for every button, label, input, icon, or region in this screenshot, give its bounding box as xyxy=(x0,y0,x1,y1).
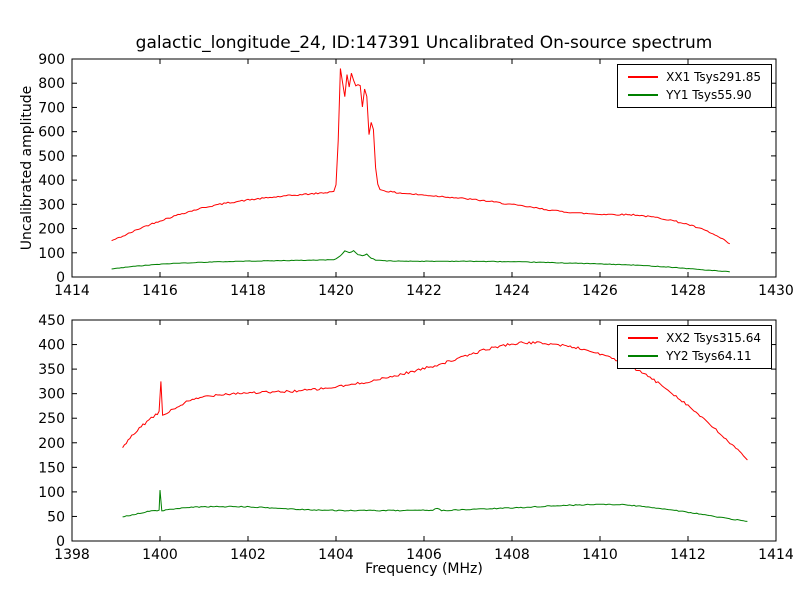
y-tick-label: 300 xyxy=(38,197,65,213)
legend-bottom: XX2 Tsys315.64 YY2 Tsys64.11 xyxy=(617,325,772,369)
y-tick-label: 500 xyxy=(38,149,65,165)
x-tick-label: 1404 xyxy=(318,547,354,563)
series-line-yy2 xyxy=(122,490,748,522)
legend-entry: XX1 Tsys291.85 xyxy=(628,71,761,83)
legend-entry: YY1 Tsys55.90 xyxy=(628,89,761,101)
x-axis-label: Frequency (MHz) xyxy=(365,561,483,577)
legend-line-sample-yy2 xyxy=(628,355,659,357)
x-tick-label: 1426 xyxy=(582,283,618,299)
x-tick-label: 1422 xyxy=(406,283,442,299)
x-tick-label: 1412 xyxy=(670,547,706,563)
x-tick-label: 1410 xyxy=(582,547,618,563)
series-line-xx2 xyxy=(122,341,748,461)
x-tick-label: 1428 xyxy=(670,283,706,299)
y-tick-label: 350 xyxy=(38,362,65,378)
y-tick-label: 300 xyxy=(38,387,65,403)
y-tick-label: 200 xyxy=(38,436,65,452)
legend-entry: YY2 Tsys64.11 xyxy=(628,350,761,362)
x-tick-label: 1416 xyxy=(142,283,178,299)
legend-label-xx2: XX2 Tsys315.64 xyxy=(666,331,761,345)
y-tick-label: 0 xyxy=(56,534,65,550)
x-tick-label: 1418 xyxy=(230,283,266,299)
y-tick-label: 0 xyxy=(56,270,65,286)
legend-top: XX1 Tsys291.85 YY1 Tsys55.90 xyxy=(617,64,772,108)
y-tick-label: 900 xyxy=(38,52,65,68)
y-tick-label: 100 xyxy=(38,246,65,262)
y-tick-label: 400 xyxy=(38,338,65,354)
series-line-yy1 xyxy=(111,249,730,273)
x-tick-label: 1406 xyxy=(406,547,442,563)
x-tick-label: 1430 xyxy=(758,283,794,299)
y-tick-label: 250 xyxy=(38,411,65,427)
figure-title: galactic_longitude_24, ID:147391 Uncalib… xyxy=(135,33,713,53)
legend-label-yy2: YY2 Tsys64.11 xyxy=(666,349,752,363)
legend-entry: XX2 Tsys315.64 xyxy=(628,332,761,344)
series-line-xx1 xyxy=(111,68,731,245)
y-tick-label: 700 xyxy=(38,100,65,116)
x-tick-label: 1398 xyxy=(54,547,90,563)
y-tick-label: 50 xyxy=(47,509,65,525)
x-tick-label: 1424 xyxy=(494,283,530,299)
legend-label-xx1: XX1 Tsys291.85 xyxy=(666,70,761,84)
x-tick-label: 1414 xyxy=(758,547,794,563)
y-tick-label: 100 xyxy=(38,485,65,501)
x-tick-label: 1420 xyxy=(318,283,354,299)
legend-line-sample-xx2 xyxy=(628,337,659,339)
x-tick-label: 1402 xyxy=(230,547,266,563)
y-tick-label: 400 xyxy=(38,173,65,189)
y-tick-label: 150 xyxy=(38,460,65,476)
y-tick-label: 200 xyxy=(38,222,65,238)
x-tick-label: 1400 xyxy=(142,547,178,563)
y-axis-label: Uncalibrated amplitude xyxy=(19,85,35,251)
y-tick-label: 800 xyxy=(38,76,65,92)
legend-line-sample-yy1 xyxy=(628,94,659,96)
x-tick-label: 1414 xyxy=(54,283,90,299)
legend-line-sample-xx1 xyxy=(628,76,659,78)
y-tick-label: 600 xyxy=(38,125,65,141)
y-tick-label: 450 xyxy=(38,313,65,329)
x-tick-label: 1408 xyxy=(494,547,530,563)
legend-label-yy1: YY1 Tsys55.90 xyxy=(666,88,752,102)
